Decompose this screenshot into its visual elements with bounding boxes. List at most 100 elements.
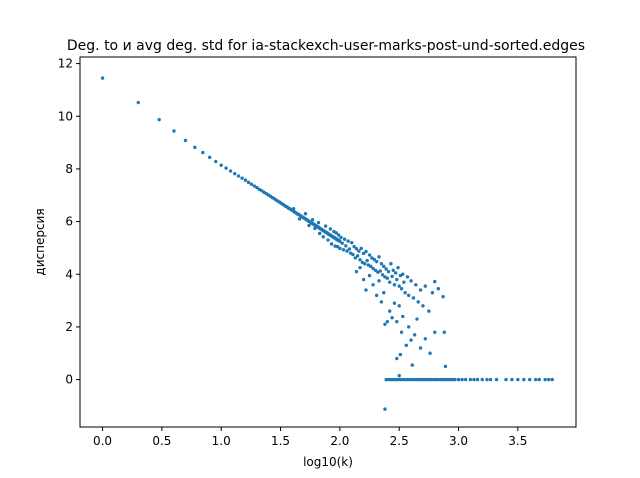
data-point	[382, 290, 386, 295]
y-tick-label: 4	[65, 267, 73, 281]
data-point	[398, 352, 403, 357]
data-point	[390, 274, 394, 279]
data-point	[441, 377, 445, 382]
data-point	[340, 241, 344, 245]
data-point	[354, 247, 359, 251]
data-point	[528, 377, 532, 382]
y-tick-label: 0	[65, 373, 73, 387]
data-point	[377, 279, 381, 283]
data-point	[100, 76, 105, 80]
data-point	[395, 277, 399, 282]
data-point	[439, 377, 443, 382]
data-point	[472, 377, 476, 382]
data-point	[494, 377, 499, 382]
data-point	[468, 377, 473, 382]
data-point	[420, 377, 424, 382]
data-point	[384, 267, 388, 271]
data-point	[341, 248, 346, 252]
data-point	[388, 309, 392, 313]
data-point	[412, 333, 417, 337]
data-point	[316, 220, 321, 225]
data-point	[346, 239, 350, 243]
data-point	[450, 377, 455, 382]
data-point	[382, 264, 386, 269]
data-point	[371, 283, 375, 287]
data-point	[389, 377, 393, 382]
data-point	[516, 377, 520, 382]
data-point	[214, 159, 218, 164]
data-point	[364, 249, 368, 254]
data-point	[193, 145, 197, 150]
x-axis-ticks: 0.0 0.5 1.0 1.5 2.0 2.5 3.0 3.5	[93, 427, 527, 448]
data-point	[436, 377, 441, 382]
data-point	[342, 237, 347, 241]
data-point	[136, 100, 140, 105]
data-point	[374, 259, 379, 264]
data-point	[361, 277, 366, 282]
data-point	[345, 249, 349, 253]
data-point	[393, 377, 398, 382]
data-point	[405, 377, 410, 382]
data-point	[404, 343, 409, 348]
data-point	[504, 377, 508, 382]
data-point	[460, 377, 464, 382]
data-point	[219, 163, 223, 167]
data-point	[347, 247, 352, 251]
data-point	[433, 279, 437, 284]
data-point	[522, 377, 526, 382]
data-point	[416, 300, 420, 304]
data-point	[361, 251, 366, 256]
data-point	[208, 155, 212, 160]
data-point	[429, 377, 433, 382]
data-point	[336, 233, 341, 237]
data-point	[359, 246, 363, 251]
data-point	[446, 377, 450, 382]
x-tick-label: 1.0	[212, 434, 231, 448]
data-point	[249, 182, 254, 186]
data-point	[317, 231, 322, 236]
data-point	[409, 338, 413, 342]
x-tick-label: 2.5	[390, 434, 409, 448]
data-point	[157, 117, 161, 122]
data-point	[201, 150, 205, 155]
y-tick-label: 8	[65, 162, 73, 176]
data-point	[424, 377, 429, 382]
y-axis-ticks: 0 2 4 6 8 10 12	[58, 57, 80, 387]
data-point	[397, 304, 401, 308]
data-point	[434, 377, 438, 382]
data-point	[427, 377, 431, 382]
data-point	[379, 300, 384, 304]
data-point	[386, 377, 391, 382]
data-point	[510, 377, 514, 382]
data-point	[399, 287, 404, 291]
data-point	[321, 235, 325, 239]
data-point	[401, 314, 405, 319]
data-point	[372, 257, 376, 262]
data-point	[379, 262, 384, 266]
data-point	[365, 258, 369, 263]
data-point	[354, 269, 359, 274]
data-point	[378, 269, 382, 273]
data-point	[427, 309, 431, 313]
data-point	[371, 266, 375, 271]
data-point	[415, 317, 419, 321]
data-point	[418, 346, 423, 350]
data-point	[415, 377, 419, 382]
y-tick-label: 6	[65, 215, 73, 229]
y-axis-label: дисперсия	[33, 208, 47, 275]
data-point	[240, 176, 244, 180]
data-point	[313, 226, 317, 231]
data-point	[393, 271, 398, 275]
data-point	[392, 283, 397, 287]
data-point	[485, 377, 489, 382]
plot-frame	[79, 56, 577, 428]
data-point	[384, 377, 388, 382]
data-point	[297, 217, 302, 221]
data-point	[417, 377, 422, 382]
data-point	[422, 377, 426, 382]
data-point	[398, 377, 403, 382]
data-point	[367, 273, 372, 278]
data-point	[374, 293, 379, 298]
y-tick-label: 12	[58, 57, 73, 71]
data-point	[414, 283, 418, 287]
